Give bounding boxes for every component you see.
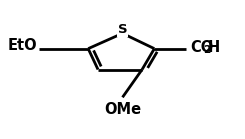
Text: S: S [118, 23, 127, 36]
Text: CO: CO [190, 40, 213, 55]
Text: 2: 2 [203, 45, 210, 55]
Text: H: H [208, 40, 220, 55]
Text: EtO: EtO [7, 38, 37, 53]
Text: OMe: OMe [104, 102, 141, 117]
